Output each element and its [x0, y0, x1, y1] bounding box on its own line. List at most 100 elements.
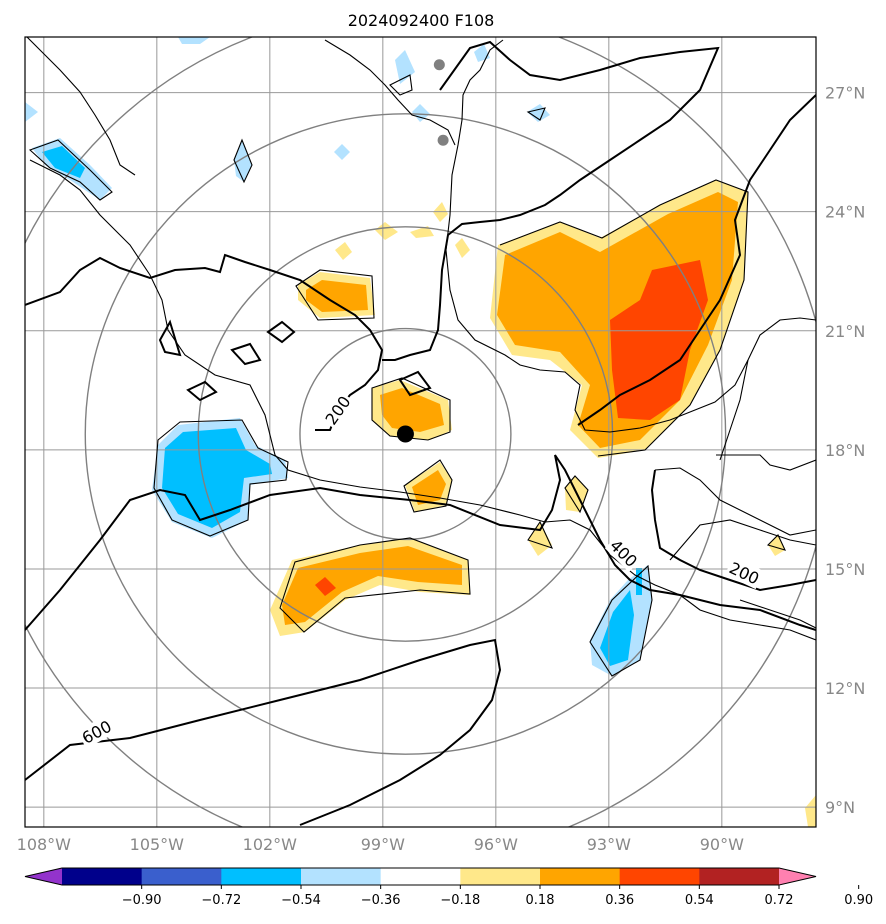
lat-tick-label-5: 12°N	[825, 679, 865, 698]
yucatan-east-coast	[719, 359, 749, 461]
negative-anomaly-area-small-5	[412, 104, 430, 122]
range-ring-2	[84, 113, 727, 755]
positive-anomaly-area-small-3	[410, 226, 434, 238]
colorbar-tick-label-5: 0.18	[526, 893, 555, 908]
lon-tick-label-6: 90°W	[700, 835, 744, 854]
colorbar-tick-label-1: −0.72	[201, 893, 241, 908]
height-contours	[25, 40, 816, 826]
lat-tick-label-0: 27°N	[825, 84, 865, 103]
colorbar-segment-2	[221, 868, 302, 885]
colorbar-tick-label-2: −0.54	[281, 893, 321, 908]
lon-tick-label-0: 108°W	[17, 835, 72, 854]
contour-label-bg-2	[76, 714, 117, 749]
guatemala-border	[669, 519, 816, 561]
contour-label-bg-3	[724, 556, 765, 590]
contour-200	[25, 253, 384, 431]
colorbar-tick-label-0: −0.90	[122, 893, 162, 908]
positive-anomaly-area-small-2	[335, 242, 352, 260]
positive-anomaly-area-small-7	[768, 535, 785, 556]
positive-anomaly-area-pacific-core	[282, 546, 462, 625]
positive-anomaly-area-small-1	[375, 222, 398, 240]
colorbar-segment-0	[62, 868, 143, 885]
contour-small-5	[398, 370, 432, 397]
colorbar: −0.90 −0.72 −0.54 −0.36 −0.18 0.18 0.36 0.54 0.7…	[24, 867, 873, 908]
longitude-tick-labels: 108°W 105°W 102°W 99°W 96°W 93°W 90°W	[17, 835, 744, 854]
negative-anomaly-area-northwest-core	[42, 146, 85, 178]
range-ring-0	[299, 327, 512, 541]
inland-contour-13	[766, 534, 787, 551]
colorbar-segment-3	[301, 868, 382, 885]
baja-coast	[26, 37, 136, 176]
inland-contour-5	[295, 269, 375, 321]
contour-small-3	[186, 380, 218, 402]
colorbar-segment-8	[699, 868, 780, 885]
positive-anomaly-area-pacific-red	[315, 577, 336, 596]
contour-label-1: 400	[606, 536, 641, 571]
station-marker-0	[433, 59, 445, 71]
colorbar-segment-4	[380, 868, 461, 885]
lat-tick-label-6: 9°N	[825, 798, 855, 817]
contour-400	[25, 454, 816, 631]
positive-anomaly-area-small-8	[805, 795, 816, 827]
contour-label-bg-0	[319, 390, 356, 430]
colorbar-tick-label-4: −0.18	[440, 893, 480, 908]
inland-contour-3	[28, 139, 113, 201]
colorbar-tick-label-6: 0.36	[605, 893, 634, 908]
contour-200-east	[577, 94, 816, 426]
lat-tick-label-4: 15°N	[825, 560, 865, 579]
negative-anomaly-area-small-4	[527, 104, 550, 122]
lat-tick-label-3: 18°N	[825, 441, 865, 460]
contour-label-bg-1	[604, 533, 643, 573]
positive-anomaly-area-small-5	[528, 522, 552, 556]
positive-anomaly-area-south-center-core	[412, 470, 446, 505]
range-ring-1	[197, 226, 614, 642]
colorbar-segment-1	[141, 868, 222, 885]
negative-anomaly-area-small-6	[178, 37, 210, 44]
inland-contour-10	[499, 179, 749, 457]
inland-contour-7	[403, 459, 453, 513]
station-marker-1	[437, 134, 449, 146]
inland-contour-1	[389, 74, 413, 96]
lat-tick-label-1: 24°N	[825, 203, 865, 222]
colorbar-tick-label-9: 0.90	[844, 893, 873, 908]
inland-contour-11	[527, 520, 554, 549]
inland-contour-2	[526, 107, 546, 121]
contour-600	[25, 638, 502, 826]
coastlines	[26, 37, 816, 677]
storm-center-marker	[396, 425, 414, 443]
contour-small-4	[230, 342, 262, 366]
inland-contour-4	[153, 419, 289, 537]
contour-200-se	[650, 469, 816, 592]
shaded-fields	[25, 37, 816, 827]
lon-tick-label-5: 93°W	[587, 835, 631, 854]
colorbar-tick-label-3: −0.36	[361, 893, 401, 908]
lon-tick-label-1: 105°W	[130, 835, 185, 854]
positive-anomaly-area-center-core	[380, 388, 444, 432]
range-rings	[25, 37, 816, 827]
negative-anomaly-area-small-2	[334, 144, 350, 160]
inland-contour-9	[589, 564, 653, 677]
positive-anomaly-area-small-9	[455, 238, 470, 258]
honduras-border	[739, 599, 816, 629]
colorbar-tick-label-7: 0.54	[685, 893, 714, 908]
colorbar-segment-5	[460, 868, 541, 885]
colorbar-tick-label-8: 0.72	[765, 893, 794, 908]
inland-contour-14	[233, 138, 253, 184]
lon-tick-label-2: 102°W	[243, 835, 298, 854]
station-markers	[433, 59, 449, 146]
inland-contour-8	[279, 537, 471, 633]
negative-anomaly-area-small-1	[234, 140, 252, 182]
latitude-tick-labels: 27°N 24°N 21°N 18°N 15°N 12°N 9°N	[825, 84, 865, 818]
texas-border	[324, 39, 456, 146]
graticule	[25, 37, 816, 827]
colorbar-segment-6	[540, 868, 621, 885]
inland-contour-6	[371, 377, 451, 441]
figure-title: 2024092400 F108	[348, 11, 495, 30]
gulf-coast-mexico	[445, 39, 816, 433]
contour-small-2	[266, 320, 296, 344]
lon-tick-label-4: 96°W	[474, 835, 518, 854]
negative-anomaly-area-southeast-bar	[636, 568, 642, 595]
